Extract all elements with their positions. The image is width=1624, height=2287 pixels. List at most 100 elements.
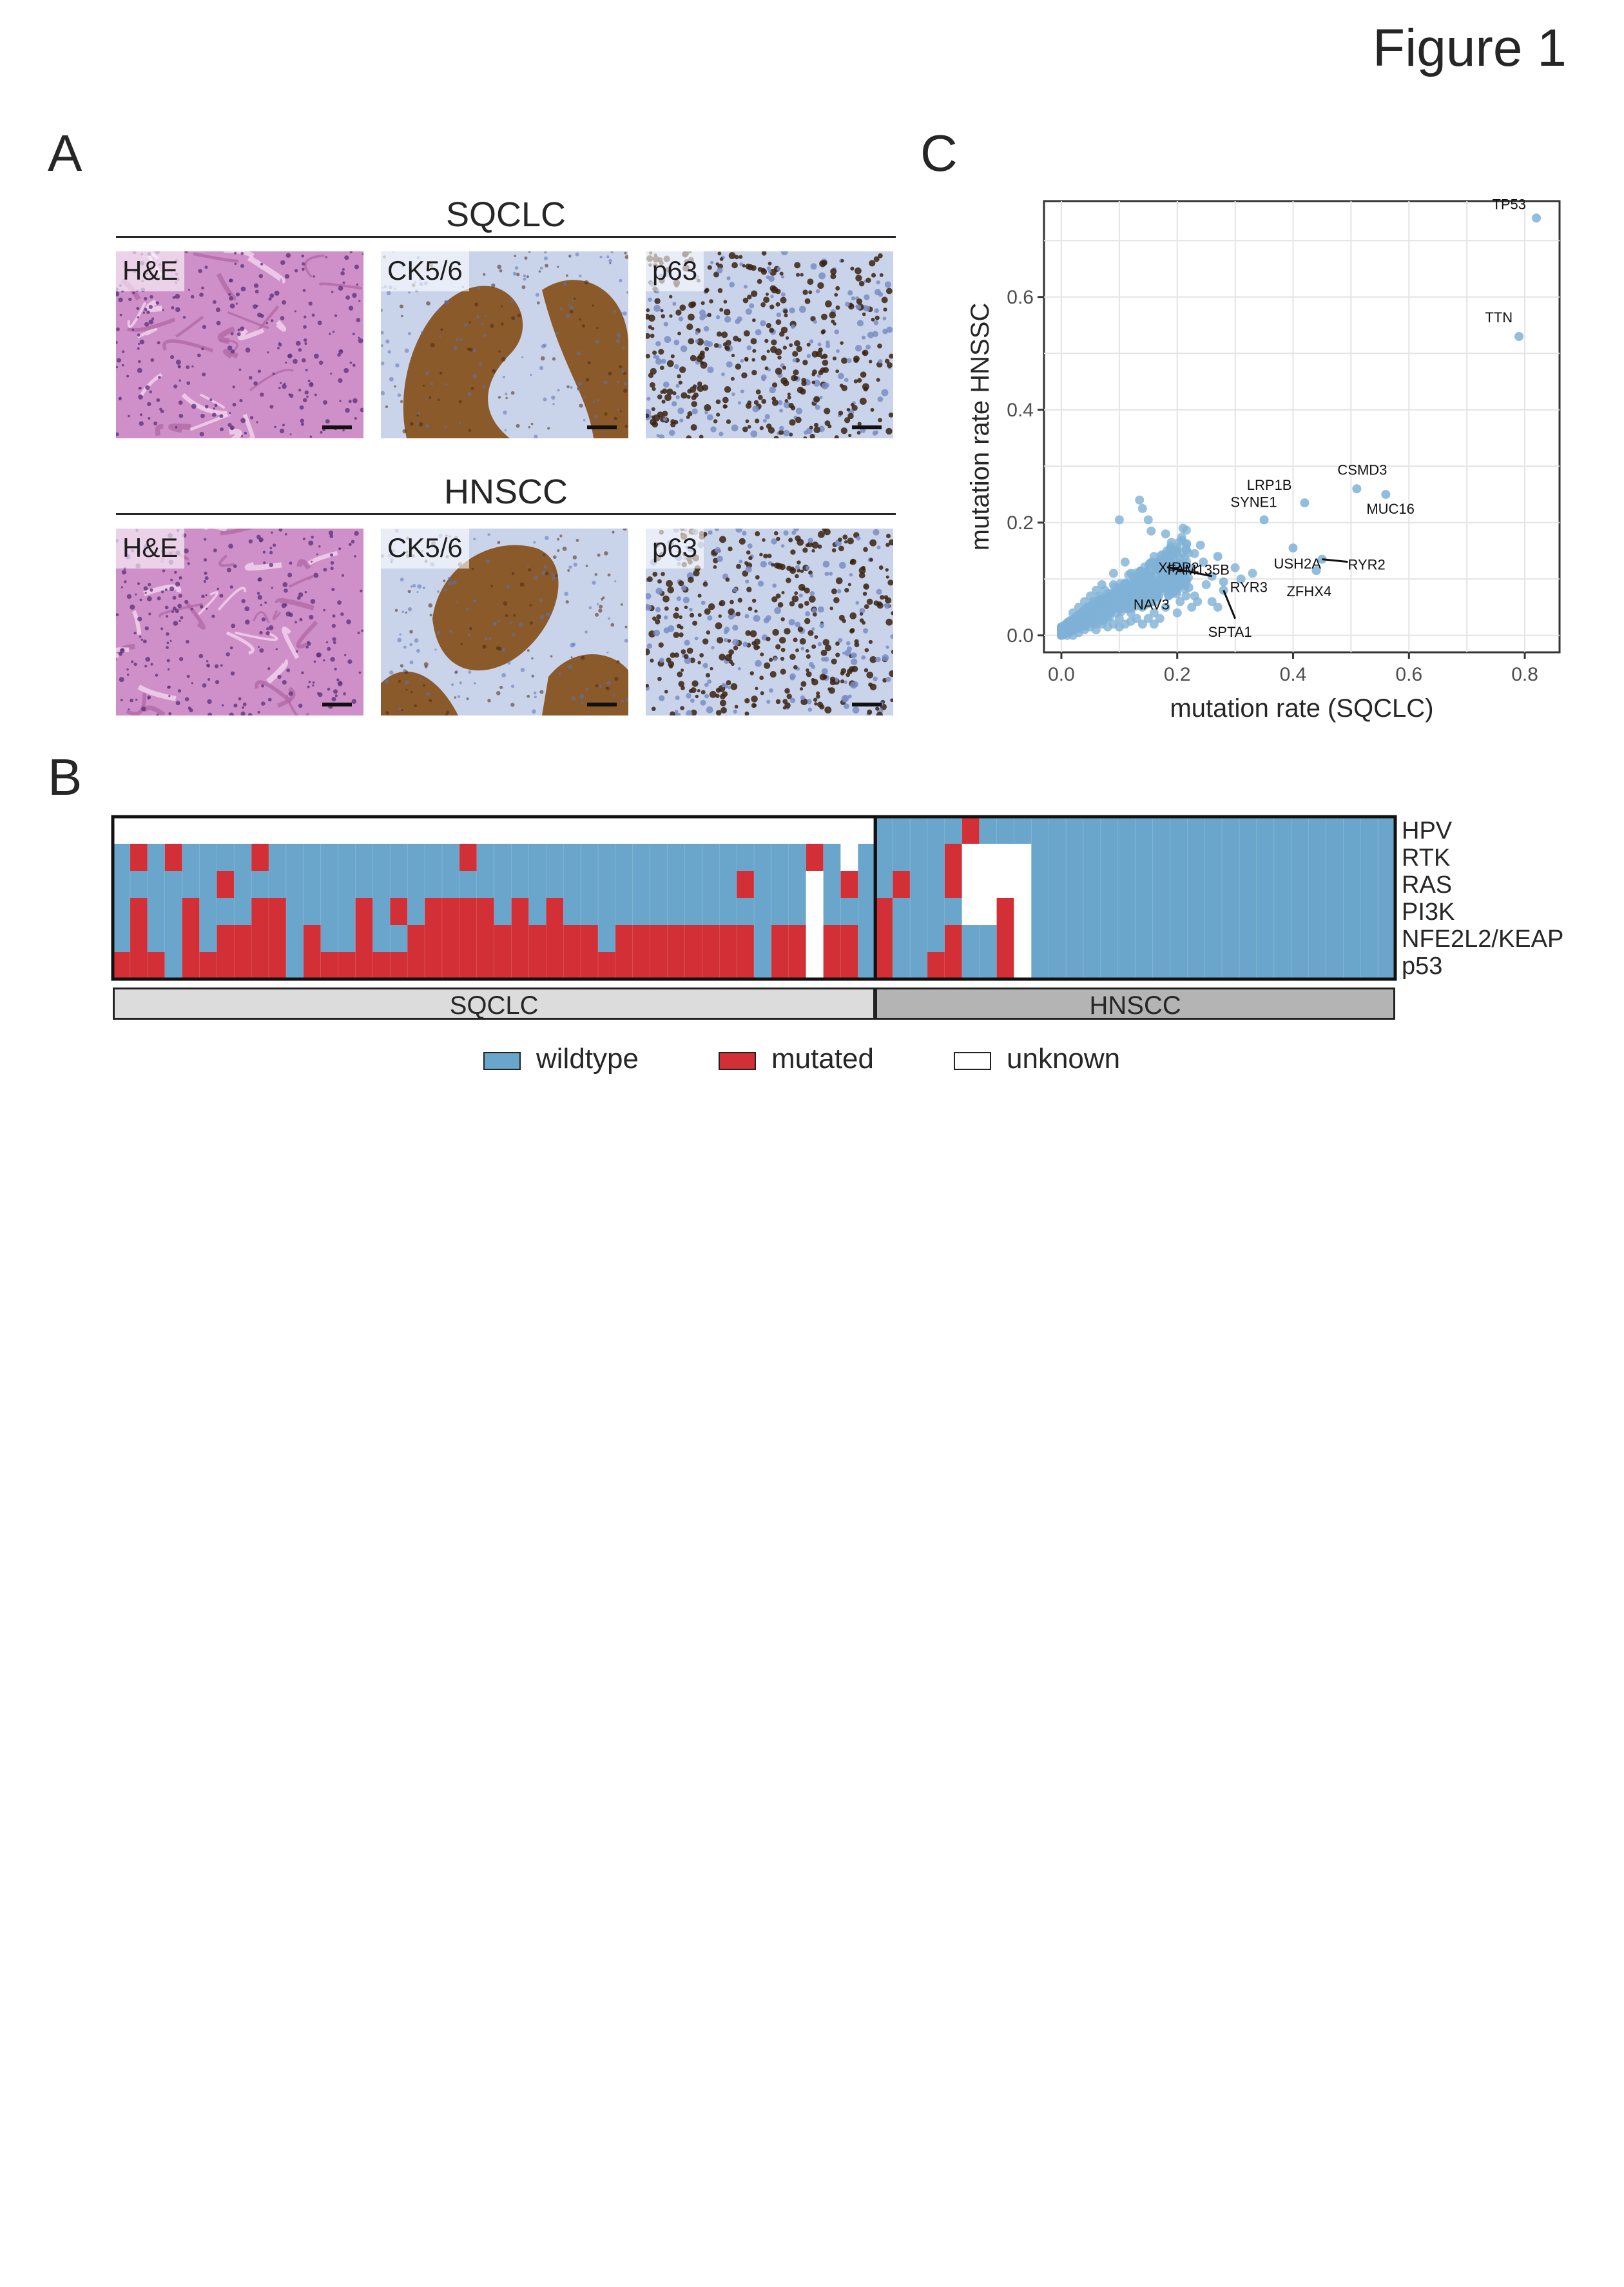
tile-sqclc-p63: p63 — [646, 251, 893, 438]
heatmap-cell — [1343, 952, 1361, 980]
heatmap-cell — [1273, 844, 1292, 871]
heatmap-cell — [771, 871, 789, 899]
heatmap-cell — [1360, 925, 1378, 953]
heatmap-cell — [1100, 844, 1119, 871]
heatmap-cell — [979, 925, 998, 953]
tile-sqclc-ck: CK5/6 — [381, 251, 628, 438]
heatmap-cell — [1291, 817, 1310, 844]
scatter-point — [1146, 597, 1156, 607]
heatmap-cell — [285, 817, 304, 844]
x-tick-label: 0.6 — [1395, 664, 1422, 685]
legend-label-unknown: unknown — [1007, 1043, 1121, 1075]
axis-ticks: 0.0 0.2 0.4 0.6 0.8 0.0 0.2 0.4 0.6 — [1007, 287, 1538, 685]
heatmap-cell — [563, 817, 581, 844]
heatmap-cell — [823, 952, 842, 980]
heatmap-cell — [390, 871, 408, 899]
heatmap-cell — [702, 952, 720, 980]
heatmap-cell — [650, 925, 668, 953]
scatter-point — [1135, 495, 1145, 505]
heatmap-cell — [875, 925, 893, 953]
heatmap-cell — [1152, 844, 1171, 871]
heatmap-cell — [1378, 952, 1396, 980]
scatter-point — [1146, 526, 1156, 536]
heatmap-cell — [632, 871, 651, 899]
scatter-point — [1108, 569, 1118, 578]
heatmap-cell — [893, 817, 911, 844]
heatmap-cell — [840, 871, 858, 899]
heatmap-cell — [1378, 871, 1396, 899]
heatmap-cell — [719, 898, 737, 926]
heatmap-cell — [927, 898, 945, 926]
heatmap-cell — [615, 952, 633, 980]
heatmap-cell — [806, 844, 824, 871]
heatmap-cell — [1291, 952, 1310, 980]
heatmap-cell — [476, 844, 495, 871]
heatmap-cell — [581, 844, 599, 871]
scatter-point-csmd3 — [1352, 484, 1362, 494]
scatter-point — [1149, 608, 1159, 618]
heatmap-cell — [667, 817, 686, 844]
scatter-point-fam135b — [1213, 552, 1223, 561]
heatmap-cell — [269, 817, 287, 844]
heatmap-cell — [407, 817, 425, 844]
heatmap-cell — [494, 952, 512, 980]
heatmap-cell — [563, 952, 581, 980]
heatmap-cell — [441, 817, 460, 844]
heatmap-cell — [1100, 871, 1119, 899]
scatter-point — [1091, 625, 1101, 634]
leader-line — [1322, 558, 1348, 563]
heatmap-cell — [303, 871, 322, 899]
panel-a-divider-sqclc — [116, 236, 896, 238]
heatmap-cell — [407, 844, 425, 871]
legend-label-mutated: mutated — [771, 1043, 874, 1075]
heatmap-cell — [875, 952, 893, 980]
heatmap-cell — [875, 844, 893, 871]
heatmap-cell — [234, 952, 252, 980]
heatmap-cell — [390, 817, 408, 844]
heatmap-cell — [1135, 817, 1154, 844]
heatmap-cell — [1273, 952, 1292, 980]
heatmap-cell — [425, 925, 443, 953]
point-label-spta1: SPTA1 — [1208, 624, 1252, 640]
row-label: p53 — [1402, 953, 1443, 980]
heatmap-cell — [407, 871, 425, 899]
heatmap-cell — [234, 844, 252, 871]
scatter-point — [1248, 569, 1257, 578]
tile-hnscc-p63: p63 — [646, 529, 893, 715]
scatter-point — [1091, 585, 1101, 595]
scatter-point — [1108, 580, 1118, 589]
heatmap-cell — [303, 925, 322, 953]
heatmap-cell — [1100, 925, 1119, 953]
heatmap-cell — [1049, 952, 1067, 980]
heatmap-cell — [650, 898, 668, 926]
scatter-point-spta1 — [1219, 585, 1228, 595]
scatter-point — [1195, 540, 1205, 550]
heatmap-cell — [528, 898, 546, 926]
scatter-point — [1143, 614, 1153, 623]
heatmap-cell — [251, 871, 269, 899]
heatmap-cell — [303, 817, 322, 844]
heatmap-cell — [1170, 952, 1188, 980]
heatmap-cell — [1049, 898, 1067, 926]
scatter-point — [1068, 608, 1078, 618]
heatmap-cell — [1308, 925, 1327, 953]
heatmap-cell — [338, 925, 356, 953]
scatter-point-nav3 — [1184, 583, 1194, 592]
heatmap-cell — [1014, 898, 1032, 926]
heatmap-cell — [927, 817, 945, 844]
heatmap-cell — [546, 898, 564, 926]
heatmap-cell — [338, 952, 356, 980]
heatmap-cell — [338, 844, 356, 871]
heatmap-cell — [893, 871, 911, 899]
heatmap-cell — [113, 898, 131, 926]
heatmap-cell — [113, 925, 131, 953]
point-label-tp53: TP53 — [1492, 196, 1526, 212]
heatmap-cell — [217, 952, 235, 980]
heatmap-cell — [893, 898, 911, 926]
heatmap-cell — [1049, 871, 1067, 899]
heatmap-cell — [754, 952, 772, 980]
heatmap-cell — [806, 952, 824, 980]
heatmap-cell — [1222, 925, 1240, 953]
heatmap-cell — [269, 871, 287, 899]
